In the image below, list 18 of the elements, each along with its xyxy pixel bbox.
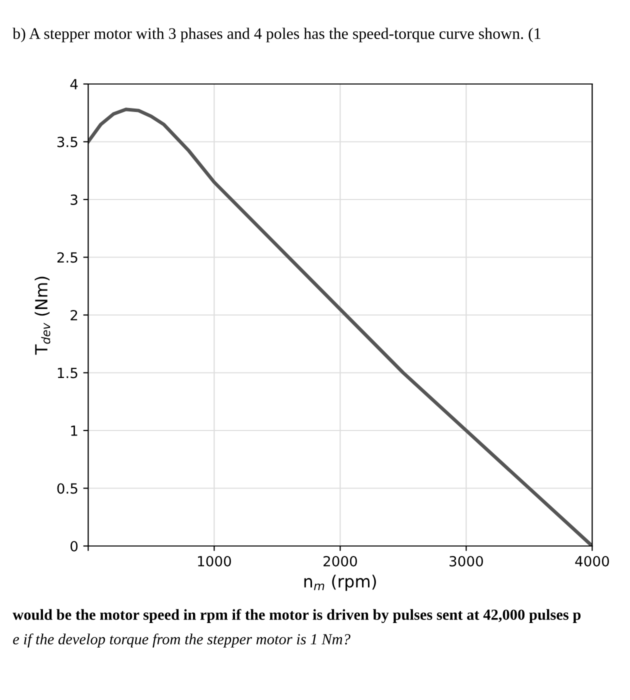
y-tick-label: 2 [70,310,78,320]
y-axis-title: T$_{dev}$ (Nm) [34,276,50,355]
y-tick-label: 0 [70,540,78,552]
x-tick-label: 1000 [198,556,231,566]
y-tick-label: 3.5 [57,136,78,148]
y-tick-label: 2.5 [57,252,78,263]
x-axis-title: n$_{m}$ (rpm) [304,574,376,591]
y-tick-label: 0.5 [57,483,78,494]
y-tick-label: 3 [70,194,78,205]
x-tick-label: 2000 [324,556,357,566]
chart-title: b) A stepper motor with 3 phases and 4 poles has the speed-torque curve shown. (1 [12,28,540,42]
x-tick-label: 3000 [450,556,483,566]
x-tick-label: 4000 [575,556,609,566]
text: would be the motor speed in rpm if the motor is driven by pulses sent at 42,000 pulses p [12,608,581,624]
text: e if the develop torque from the stepper motor is 1 Nm? [13,633,350,648]
y-tick-label: 1.5 [58,368,78,378]
y-tick-label: 1 [71,426,78,436]
y-tick-label: 4 [70,79,78,90]
